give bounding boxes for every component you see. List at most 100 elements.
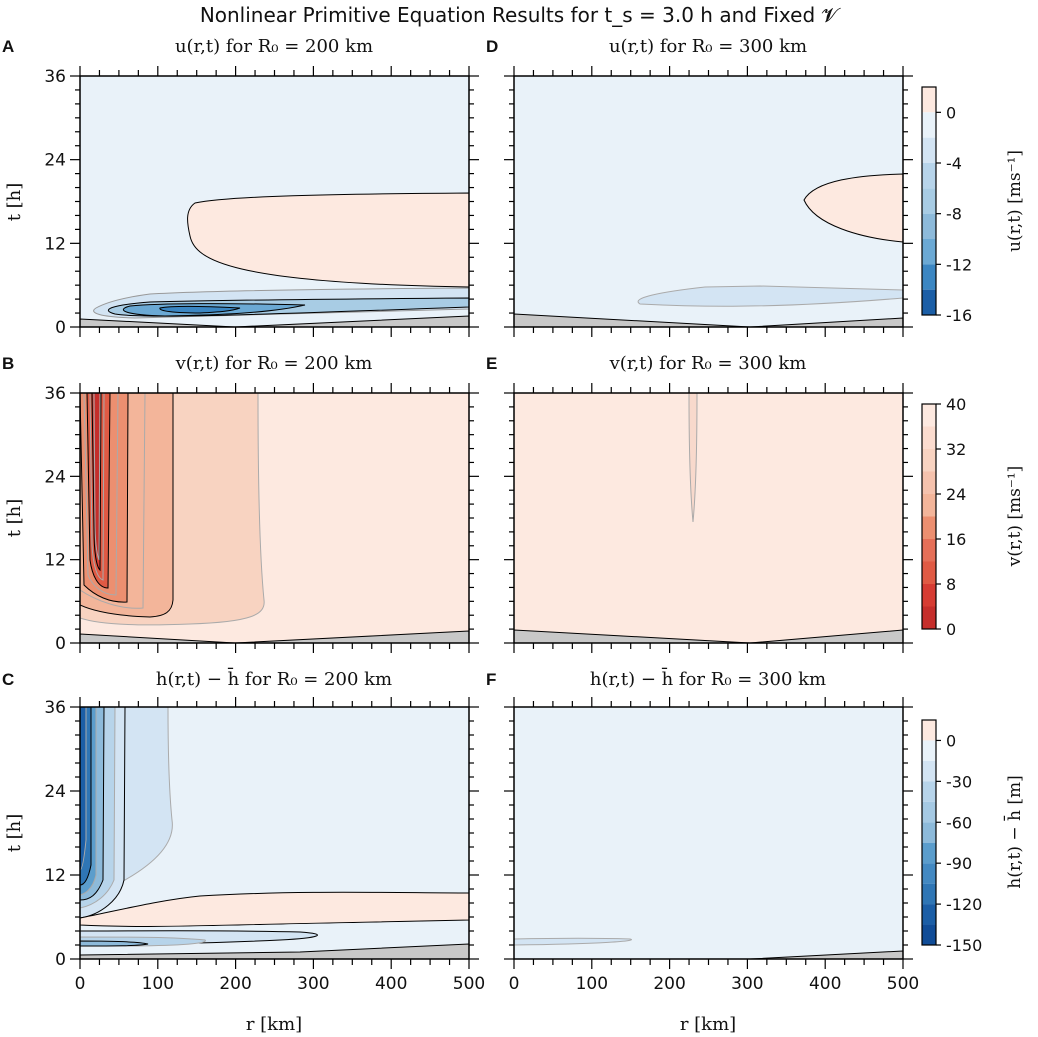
colorbar-h-tick-label: -30 <box>946 772 972 791</box>
panel-f: F h(r,t) − h̄ for R₀ = 300 km 0 100 200 300… <box>486 666 919 994</box>
panel-b-letter: B <box>2 354 14 373</box>
panel-d-letter: D <box>486 37 498 56</box>
colorbar-u: 0 -4 -8 -12 -16 u(r,t) [ms⁻¹] <box>921 86 1025 325</box>
colorbar-v-frame <box>921 403 937 630</box>
panel-f-xtick-label: 100 <box>576 974 608 994</box>
figure-title: Nonlinear Primitive Equation Results for… <box>200 3 842 27</box>
colorbar-v-band <box>922 449 936 472</box>
colorbar-h-band <box>922 883 936 905</box>
panel-e-letter: E <box>486 354 497 373</box>
panel-e-contour-2 <box>688 393 698 523</box>
colorbar-v: 40 32 24 16 8 0 v(r,t) [ms⁻¹] <box>921 395 1025 639</box>
colorbar-u-tick-label: -8 <box>946 205 962 224</box>
colorbar-u-band <box>922 137 936 163</box>
ylabel-c: t [h] <box>4 814 25 853</box>
colorbar-h-tick-label: -120 <box>946 895 982 914</box>
panel-c-xtick-label: 200 <box>219 974 251 994</box>
panel-c-ytick-label: 36 <box>44 698 66 718</box>
colorbar-h: 0 -30 -60 -90 -120 -150 h(r,t) − h̄ [m] <box>921 719 1025 955</box>
colorbar-u-band <box>922 239 936 265</box>
colorbar-v-tick-label: 40 <box>946 395 966 414</box>
colorbar-v-label: v(r,t) [ms⁻¹] <box>1005 466 1025 568</box>
colorbar-u-band <box>922 188 936 214</box>
panel-b-ytick-label: 36 <box>44 384 66 404</box>
panel-c-xtick-label: 300 <box>297 974 329 994</box>
colorbar-h-band <box>922 924 936 945</box>
colorbar-u-label: u(r,t) [ms⁻¹] <box>1005 150 1025 252</box>
colorbar-u-band <box>922 112 936 138</box>
panel-c-ytick-label: 24 <box>44 782 66 802</box>
panel-f-ground <box>749 950 903 959</box>
panel-a: A u(r,t) for R₀ = 200 km 0 12 24 36 <box>2 36 479 338</box>
panel-f-letter: F <box>486 670 496 689</box>
colorbar-u-tick-label: -4 <box>946 154 962 173</box>
panel-b-ground <box>80 630 469 643</box>
colorbar-v-tick-label: 0 <box>946 620 956 639</box>
panel-d-ground <box>514 313 903 327</box>
panel-f-background <box>514 707 903 959</box>
panel-b-ytick-label: 24 <box>44 467 66 487</box>
colorbar-v-band <box>922 606 936 629</box>
panel-c-positive-region <box>80 891 469 927</box>
colorbar-u-band <box>922 163 936 189</box>
panel-a-ground <box>80 315 469 327</box>
colorbar-h-band <box>922 781 936 802</box>
panel-c: C h(r,t) − h̄ for R₀ = 200 km 0 12 24 36 0 10… <box>2 666 485 994</box>
panel-a-title: u(r,t) for R₀ = 200 km <box>175 36 373 57</box>
colorbar-u-frame <box>921 86 937 316</box>
xlabel-right: r [km] <box>680 1014 736 1035</box>
colorbar-v-band <box>922 539 936 562</box>
colorbar-h-tick-label: -150 <box>946 936 982 955</box>
panel-c-letter: C <box>2 670 14 689</box>
colorbar-h-tick-label: 0 <box>946 731 956 750</box>
panel-f-contour-15 <box>514 937 632 946</box>
panel-c-xtick-label: 100 <box>142 974 174 994</box>
colorbar-h-band <box>922 801 936 823</box>
panel-c-ytick-label: 12 <box>44 866 66 886</box>
panel-b-title: v(r,t) for R₀ = 200 km <box>175 353 373 374</box>
panel-c-xtick-label: 500 <box>453 974 485 994</box>
panel-c-ytick-label: 0 <box>55 950 66 970</box>
panel-f-xtick-label: 200 <box>653 974 685 994</box>
colorbar-u-band <box>922 87 936 113</box>
panel-c-xtick-label: 400 <box>375 974 407 994</box>
panel-f-xtick-label: 500 <box>887 974 919 994</box>
panel-c-ground <box>80 943 469 959</box>
colorbar-u-band <box>922 289 936 315</box>
panel-c-xtick-label: 0 <box>75 974 86 994</box>
colorbar-v-band <box>922 494 936 517</box>
panel-c-contour-135 <box>80 707 87 871</box>
colorbar-h-band <box>922 822 936 843</box>
panel-a-positive-region <box>187 192 469 288</box>
panel-f-xtick-label: 400 <box>809 974 841 994</box>
panel-f-xtick-label: 300 <box>731 974 763 994</box>
colorbar-h-band <box>922 760 936 782</box>
panel-d-positive-region <box>803 173 903 243</box>
panel-e-ground <box>514 629 903 643</box>
panel-a-ytick-label: 12 <box>44 234 66 254</box>
colorbar-v-band <box>922 516 936 539</box>
panel-d-title: u(r,t) for R₀ = 300 km <box>609 36 807 57</box>
colorbar-v-tick-label: 24 <box>946 485 966 504</box>
panel-e-background <box>514 393 903 643</box>
colorbar-h-band <box>922 904 936 925</box>
colorbar-v-band <box>922 471 936 494</box>
colorbar-h-band <box>922 863 936 884</box>
panel-a-ytick-label: 0 <box>55 318 66 338</box>
panel-d-contour-2 <box>637 285 903 307</box>
panel-a-contour-12 <box>159 306 241 314</box>
colorbar-v-band <box>922 561 936 584</box>
panel-b-ytick-label: 0 <box>55 634 66 654</box>
panel-b-ytick-label: 12 <box>44 551 66 571</box>
colorbar-h-band <box>922 740 936 761</box>
xlabel-left: r [km] <box>246 1014 302 1035</box>
colorbar-u-tick-label: -16 <box>946 306 972 325</box>
panel-f-xtick-label: 0 <box>509 974 520 994</box>
panel-b: B v(r,t) for R₀ = 200 km 0 12 24 36 <box>2 353 479 654</box>
colorbar-h-band <box>922 720 936 741</box>
panel-c-contour-60b <box>80 940 149 947</box>
colorbar-u-tick-label: 0 <box>946 103 956 122</box>
panel-d: D u(r,t) for R₀ = 300 km <box>486 36 913 337</box>
colorbar-h-frame <box>921 719 937 946</box>
